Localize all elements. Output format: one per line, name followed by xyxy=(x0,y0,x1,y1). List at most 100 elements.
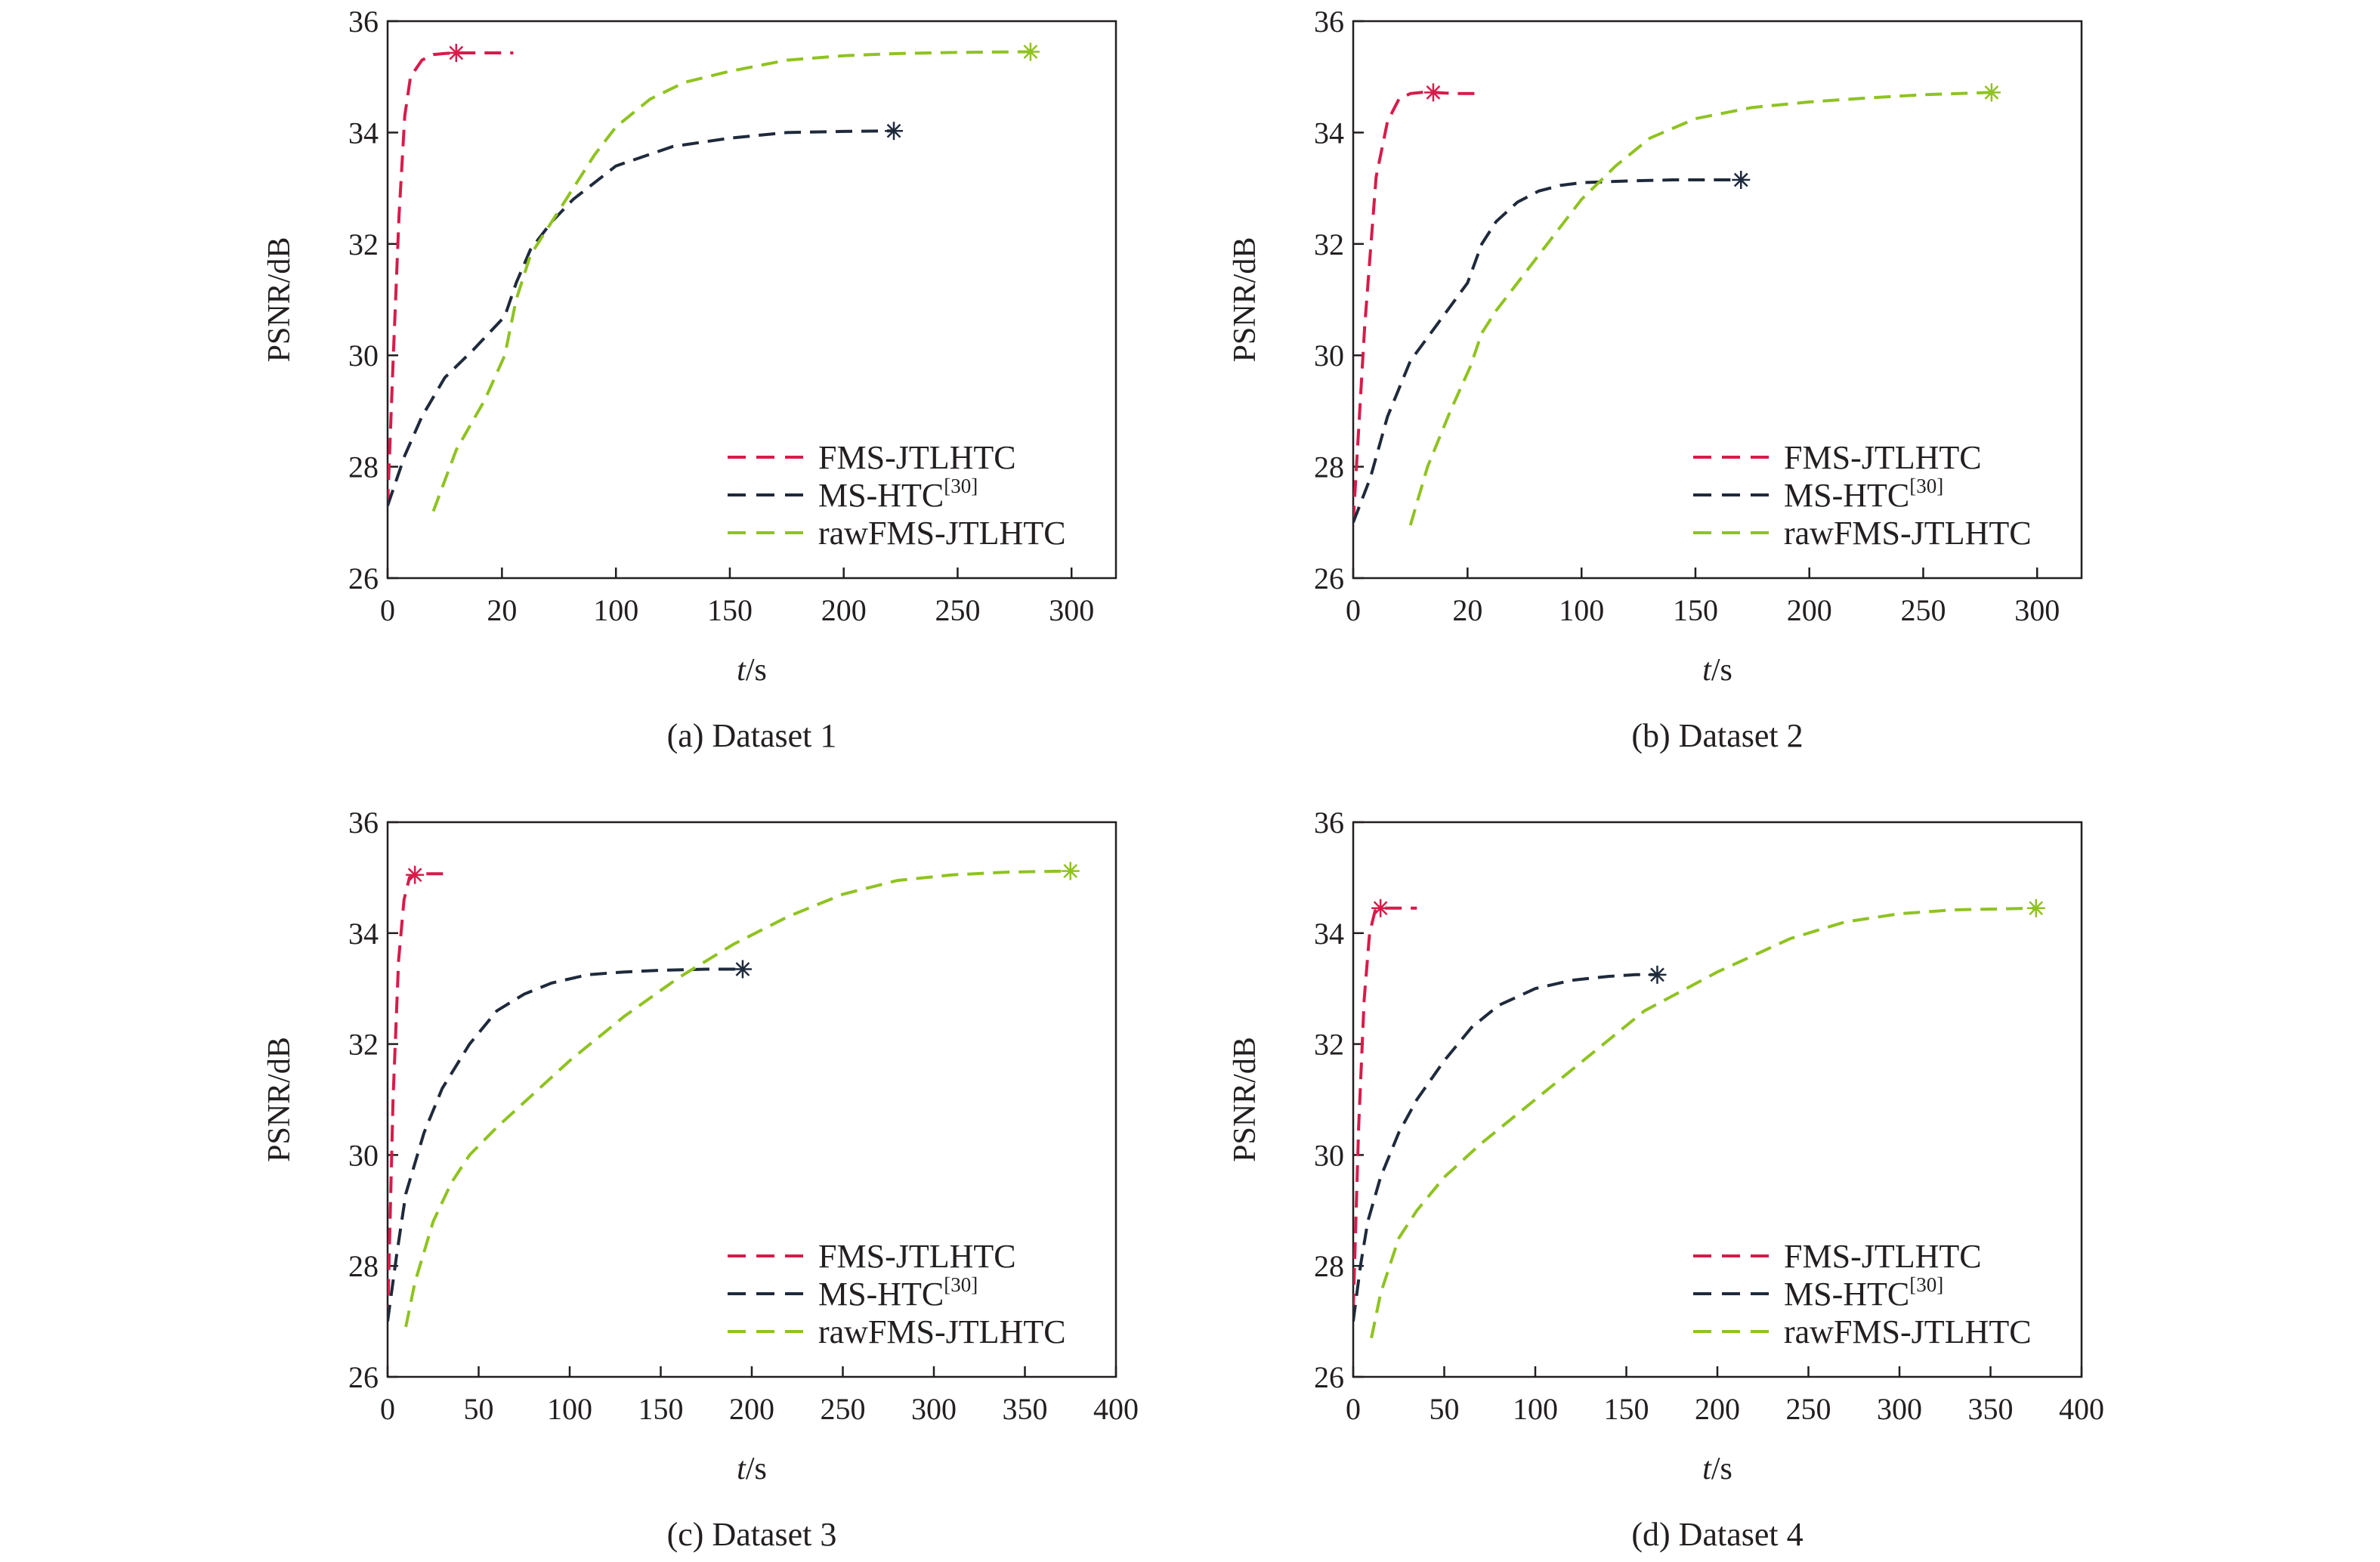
series-line-2 xyxy=(388,129,895,506)
x-tick-label: 350 xyxy=(1968,1392,2014,1426)
x-tick-label: 250 xyxy=(821,1392,866,1426)
y-axis-label: PSNR/dB xyxy=(262,1037,297,1162)
chart-panel-4: 26 28 30 32 34 36 0 50 100 150 200 250 300 350 400 PSNR… xyxy=(1228,806,2104,1553)
y-tick-label: 36 xyxy=(1314,806,1344,840)
x-tick-label: 20 xyxy=(1452,593,1482,627)
series-end-marker xyxy=(1982,83,2001,102)
x-axis-label-var: t xyxy=(1702,1452,1712,1486)
panel-caption: (b) Dataset 2 xyxy=(1631,717,1803,754)
y-tick-label: 34 xyxy=(348,917,379,951)
panel-caption: (a) Dataset 1 xyxy=(667,717,837,754)
x-tick-label: 200 xyxy=(821,593,867,627)
x-tick-label: 50 xyxy=(464,1392,494,1426)
y-tick-label: 28 xyxy=(1314,1249,1344,1283)
x-tick-label: 250 xyxy=(935,593,980,627)
panel-caption: (c) Dataset 3 xyxy=(667,1516,837,1553)
x-tick-label: 150 xyxy=(1604,1392,1649,1426)
x-axis-label: t/s xyxy=(737,653,767,688)
series-end-marker xyxy=(1648,965,1667,984)
series-line-3 xyxy=(1370,906,2036,1339)
legend-label: MS-HTC[30] xyxy=(1784,475,1943,514)
y-tick-label: 34 xyxy=(348,116,379,150)
legend-label: MS-HTC[30] xyxy=(818,475,978,514)
y-axis-label: PSNR/dB xyxy=(1228,237,1263,363)
series-line-1 xyxy=(388,872,452,1322)
chart-panel-2: 26 28 30 32 34 36 0 20 100 150 200 250 300 PSNR/dB t/s… xyxy=(1228,5,2083,754)
x-tick-label: 200 xyxy=(729,1392,774,1426)
x-tick-label: 250 xyxy=(1786,1392,1831,1426)
x-axis-label-unit: /s xyxy=(746,1452,767,1486)
y-tick-label: 32 xyxy=(1314,227,1344,261)
y-tick-label: 30 xyxy=(1314,339,1344,373)
legend-label: FMS-JTLHTC xyxy=(1784,1238,1982,1275)
y-tick-label: 32 xyxy=(1314,1028,1344,1062)
y-tick-label: 26 xyxy=(1314,561,1344,595)
legend-label: FMS-JTLHTC xyxy=(818,1238,1016,1275)
y-tick-label: 36 xyxy=(348,806,379,840)
y-tick-label: 30 xyxy=(348,1138,379,1172)
y-tick-label: 30 xyxy=(1314,1138,1344,1172)
series-line-2 xyxy=(388,967,743,1322)
y-tick-label: 28 xyxy=(1314,450,1344,484)
x-axis-label: t/s xyxy=(737,1452,767,1486)
legend-label: rawFMS-JTLHTC xyxy=(818,1313,1066,1350)
series-end-marker xyxy=(1371,899,1390,917)
series-line-1 xyxy=(1353,906,1417,1310)
x-axis-label: t/s xyxy=(1702,1452,1732,1486)
legend-label: MS-HTC[30] xyxy=(818,1273,978,1313)
y-axis-label: PSNR/dB xyxy=(1228,1037,1263,1162)
chart-panel-3: 26 28 30 32 34 36 0 50 100 150 200 250 300 350 400 PSNR… xyxy=(262,806,1139,1553)
x-tick-label: 350 xyxy=(1003,1392,1048,1426)
panel-caption: (d) Dataset 4 xyxy=(1631,1516,1803,1553)
x-tick-label: 0 xyxy=(1346,593,1361,627)
plot-frame xyxy=(386,20,1117,580)
chart-panel-1: 26 28 30 32 34 36 0 20 100 150 200 250 300 PSNR/dB t/s… xyxy=(262,5,1117,754)
y-tick-label: 30 xyxy=(348,339,379,373)
plot-frame xyxy=(1352,20,2083,580)
x-tick-label: 400 xyxy=(1093,1392,1139,1426)
series-end-marker xyxy=(885,122,904,141)
series-line-1 xyxy=(388,51,514,506)
x-tick-label: 300 xyxy=(2014,593,2060,627)
series-line-3 xyxy=(1408,91,1992,526)
y-tick-label: 28 xyxy=(348,450,379,484)
x-axis-label-unit: /s xyxy=(1711,1452,1732,1486)
series-end-marker xyxy=(733,960,752,979)
x-tick-label: 300 xyxy=(1049,593,1094,627)
x-tick-label: 50 xyxy=(1430,1392,1460,1426)
series-end-marker xyxy=(1021,42,1040,61)
y-tick-label: 26 xyxy=(348,561,379,595)
series-line-3 xyxy=(431,50,1031,512)
series-line-3 xyxy=(404,869,1071,1328)
legend-label: rawFMS-JTLHTC xyxy=(818,515,1066,552)
x-tick-label: 150 xyxy=(1673,593,1718,627)
x-tick-label: 20 xyxy=(487,593,517,627)
series-line-2 xyxy=(1353,178,1742,524)
x-tick-label: 150 xyxy=(638,1392,684,1426)
legend-label: FMS-JTLHTC xyxy=(1784,439,1982,476)
series-end-marker xyxy=(1061,861,1080,880)
y-tick-label: 36 xyxy=(1314,5,1344,39)
x-axis-label-var: t xyxy=(737,1452,746,1486)
series-end-marker xyxy=(1423,83,1442,102)
legend-label: FMS-JTLHTC xyxy=(818,439,1016,476)
x-axis-label-unit: /s xyxy=(1711,653,1732,688)
y-tick-label: 32 xyxy=(348,227,379,261)
x-axis-label-var: t xyxy=(1702,653,1712,688)
series-end-marker xyxy=(447,44,465,63)
x-tick-label: 100 xyxy=(1559,593,1604,627)
y-tick-label: 26 xyxy=(1314,1360,1344,1394)
series-end-marker xyxy=(406,865,425,884)
legend-label: rawFMS-JTLHTC xyxy=(1784,1313,2032,1350)
x-tick-label: 150 xyxy=(707,593,753,627)
legend-label: rawFMS-JTLHTC xyxy=(1784,515,2032,552)
y-tick-label: 34 xyxy=(1314,917,1344,951)
y-tick-label: 26 xyxy=(348,1360,379,1394)
x-tick-label: 100 xyxy=(1513,1392,1558,1426)
x-tick-label: 0 xyxy=(380,1392,395,1426)
series-line-2 xyxy=(1353,973,1658,1322)
x-tick-label: 250 xyxy=(1900,593,1946,627)
legend-label: MS-HTC[30] xyxy=(1784,1273,1943,1313)
x-tick-label: 300 xyxy=(1877,1392,1922,1426)
